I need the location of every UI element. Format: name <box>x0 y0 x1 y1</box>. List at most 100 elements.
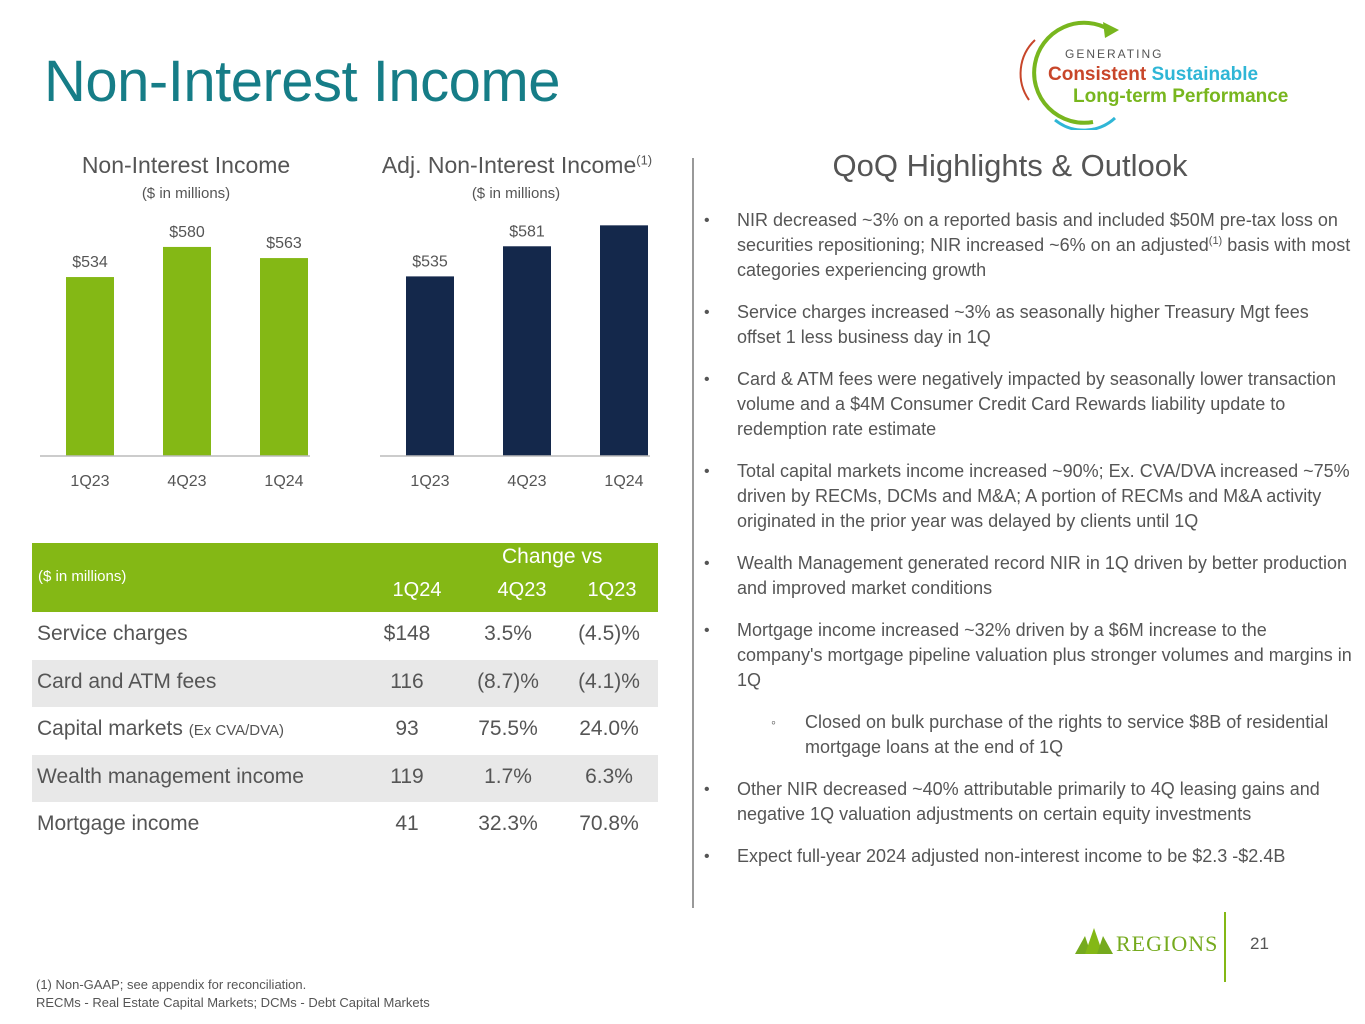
bar-4Q23 <box>163 246 211 456</box>
row-value-1q24: 116 <box>390 669 424 693</box>
footnote-ref: (1) <box>1208 235 1223 247</box>
row-change-4q23: 75.5% <box>478 717 538 740</box>
bar-1Q24 <box>260 258 308 456</box>
list-item-text: Other NIR decreased ~40% attributable pr… <box>737 779 1320 824</box>
bullet-icon: • <box>704 555 710 572</box>
table-row: Wealth management income 119 1.7% 6.3% <box>32 754 658 802</box>
circular-arrow-icon <box>1019 20 1119 130</box>
table-units: ($ in millions) <box>38 568 127 585</box>
tagline-generating: GENERATING <box>1065 47 1164 61</box>
tagline-performance: Long-term Performance <box>1073 86 1289 107</box>
page-title: Non-Interest Income <box>44 49 560 114</box>
list-item-text: Total capital markets income increased ~… <box>737 461 1350 531</box>
chart-title-nii: Non-Interest Income <box>81 152 291 178</box>
list-item: • Card & ATM fees were negatively impacte… <box>700 367 1355 442</box>
list-item-text: basis with most categories experiencing … <box>737 235 1351 280</box>
row-change-1q23: 70.8% <box>579 812 639 835</box>
row-change-1q23: (4.1)% <box>578 669 640 693</box>
regions-logo-wordmark: REGIONS <box>1116 931 1219 956</box>
data-label: $563 <box>266 235 302 252</box>
row-change-4q23: 3.5% <box>484 622 532 645</box>
list-item-text: NIR decreased ~3% on a reported basis an… <box>737 210 1338 255</box>
table-col-header: 1Q23 <box>587 579 637 601</box>
list-item: • Total capital markets income increased … <box>700 459 1355 534</box>
x-tick-label: 1Q24 <box>264 473 303 490</box>
bullet-icon: • <box>704 371 710 388</box>
chart-title-adj-nii: Adj. Non-Interest Income(1) <box>362 152 672 179</box>
row-label: Wealth management income <box>37 764 304 788</box>
chart-title-adj-nii-text: Adj. Non-Interest Income <box>381 152 637 178</box>
circle-bullet-icon: ◦ <box>771 714 776 730</box>
list-item: • Mortgage income increased ~32% driven b… <box>700 618 1355 693</box>
list-item-text: Wealth Management generated record NIR i… <box>737 553 1348 598</box>
table-row: Capital markets (Ex CVA/DVA) 93 75.5% 24… <box>32 707 658 755</box>
table-row: Mortgage income 41 32.3% 70.8% <box>32 802 658 850</box>
data-label: $581 <box>509 223 545 240</box>
table-change-header: Change vs <box>502 545 603 568</box>
row-label-text: Capital markets <box>37 717 183 740</box>
list-item-text: Service charges increased ~3% as seasona… <box>737 302 1309 347</box>
row-label: Service charges <box>37 622 188 645</box>
tagline-sustainable: Sustainable <box>1151 64 1259 85</box>
highlights-list: • NIR decreased ~3% on a reported basis a… <box>700 208 1355 886</box>
list-item: • Expect full-year 2024 adjusted non-inte… <box>700 844 1355 869</box>
bullet-icon: • <box>704 463 710 480</box>
bar-1Q23 <box>406 276 454 456</box>
data-label: $580 <box>169 224 205 241</box>
footnote: (1) Non-GAAP; see appendix for reconcili… <box>36 977 307 992</box>
row-value-1q24: $148 <box>383 622 431 645</box>
x-tick-label: 4Q23 <box>507 473 546 490</box>
table-row: Card and ATM fees 116 (8.7)% (4.1)% <box>32 659 658 707</box>
list-item-text: Closed on bulk purchase of the rights to… <box>805 712 1329 757</box>
list-item: • Other NIR decreased ~40% attributable p… <box>700 777 1355 827</box>
row-change-1q23: 6.3% <box>585 764 633 788</box>
bar-1Q23 <box>66 277 114 456</box>
logo-divider <box>1224 912 1226 982</box>
list-item-text: Expect full-year 2024 adjusted non-inter… <box>737 846 1286 866</box>
tagline-consistent: Consistent <box>1048 64 1147 85</box>
data-label: $535 <box>412 253 448 270</box>
tagline-graphic: GENERATING Consistent Sustainable Long-t… <box>1015 20 1335 130</box>
footnote-abbreviations: RECMs - Real Estate Capital Markets; DCM… <box>36 995 430 1010</box>
chart-title-footnote-ref: (1) <box>636 152 653 168</box>
highlights-title: QoQ Highlights & Outlook <box>832 148 1188 183</box>
sub-list-item: ◦ Closed on bulk purchase of the rights t… <box>700 710 1355 760</box>
bullet-icon: • <box>704 848 710 865</box>
table-row: Service charges $148 3.5% (4.5)% <box>32 612 658 660</box>
row-label: Mortgage income <box>37 812 200 835</box>
vertical-divider <box>692 158 694 908</box>
row-label: Card and ATM fees <box>37 669 217 693</box>
row-change-4q23: (8.7)% <box>477 669 539 693</box>
chart-subtitle-nii: ($ in millions) <box>141 185 231 202</box>
x-tick-label: 1Q24 <box>604 473 643 490</box>
data-label: $534 <box>72 254 108 271</box>
table-header: ($ in millions) Change vs 1Q24 4Q23 1Q23 <box>32 543 658 612</box>
list-item-text: Mortgage income increased ~32% driven by… <box>737 620 1352 690</box>
chart-subtitle-adj-nii: ($ in millions) <box>471 185 561 202</box>
chart-svg: $534 1Q23 $580 4Q23 $563 1Q24 <box>40 224 310 490</box>
row-label: Capital markets (Ex CVA/DVA) <box>37 717 284 741</box>
row-change-4q23: 1.7% <box>484 764 532 788</box>
regions-pyramid-logo-icon <box>1075 928 1113 954</box>
list-item: • NIR decreased ~3% on a reported basis a… <box>700 208 1355 283</box>
bar-4Q23 <box>503 246 551 456</box>
row-value-1q24: 93 <box>395 717 419 740</box>
row-value-1q24: 41 <box>395 812 419 835</box>
row-change-1q23: 24.0% <box>579 717 639 740</box>
table-col-header: 4Q23 <box>497 579 547 601</box>
row-label-note: (Ex CVA/DVA) <box>188 722 285 739</box>
x-tick-label: 4Q23 <box>167 473 206 490</box>
list-item: • Service charges increased ~3% as season… <box>700 300 1355 350</box>
bullet-icon: • <box>704 304 710 321</box>
bar-1Q24 <box>600 225 648 456</box>
bar-chart-nii: $534 1Q23 $580 4Q23 $563 1Q24 <box>40 220 320 505</box>
bullet-icon: • <box>704 212 710 229</box>
x-tick-label: 1Q23 <box>70 473 109 490</box>
row-value-1q24: 119 <box>390 764 424 788</box>
table-col-header: 1Q24 <box>392 579 442 601</box>
row-change-4q23: 32.3% <box>478 812 538 835</box>
bullet-icon: • <box>704 622 710 639</box>
list-item: • Wealth Management generated record NIR … <box>700 551 1355 601</box>
x-tick-label: 1Q23 <box>410 473 449 490</box>
